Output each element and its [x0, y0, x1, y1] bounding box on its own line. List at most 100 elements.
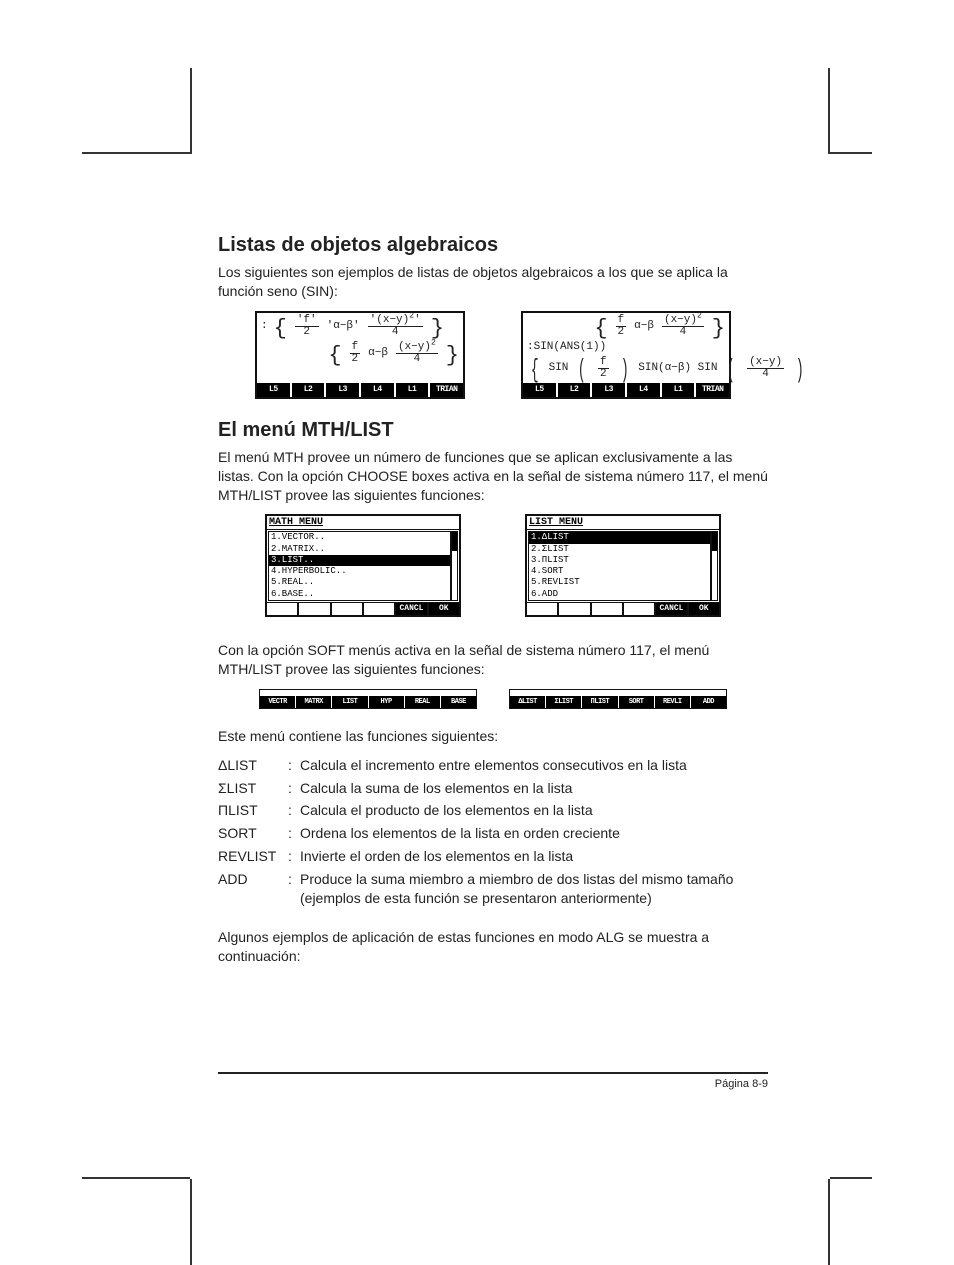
- func-term: ΣLIST: [218, 779, 288, 798]
- softkey-blank[interactable]: [559, 603, 591, 615]
- softkey-blank[interactable]: [527, 603, 559, 615]
- softkey[interactable]: HYP: [369, 696, 405, 708]
- func-term: ADD: [218, 870, 288, 908]
- crop-mark-top-right: [830, 152, 872, 154]
- menu-list-right: 1.ΔLIST 2.ΣLIST 3.ΠLIST 4.SORT 5.REVLIST…: [528, 531, 711, 601]
- softkey-cancel[interactable]: CANCL: [656, 603, 688, 615]
- menu-item[interactable]: 4.HYPERBOLIC..: [269, 566, 450, 577]
- scrollbar[interactable]: [451, 531, 458, 601]
- page-number: Página 8-9: [715, 1078, 768, 1090]
- frac-f-2: 'f' 2: [293, 315, 321, 338]
- right-brace: }: [431, 322, 444, 335]
- crop-mark-bottom-left: [82, 1177, 190, 1179]
- menu-item[interactable]: 4.SORT: [529, 566, 710, 577]
- alg-line-r2: :SIN(ANS(1)): [523, 340, 729, 355]
- alg-line-1: : { 'f' 2 'α−β' '(x−y)2' 4: [257, 313, 463, 340]
- softkey[interactable]: VECTR: [260, 696, 296, 708]
- softmenu-left: VECTR MATRX LIST HYP REAL BASE: [259, 689, 477, 709]
- menu-item[interactable]: 6.BASE..: [269, 589, 450, 600]
- softkey[interactable]: REAL: [405, 696, 441, 708]
- alg-screens-row: : { 'f' 2 'α−β' '(x−y)2' 4: [218, 311, 768, 399]
- softkey-blank[interactable]: [299, 603, 331, 615]
- softkey[interactable]: TRIAN: [696, 383, 729, 397]
- menu-item[interactable]: 3.ΠLIST: [529, 555, 710, 566]
- func-term: ΠLIST: [218, 801, 288, 820]
- scrollbar[interactable]: [711, 531, 718, 601]
- paragraph-intro: Los siguientes son ejemplos de listas de…: [218, 263, 768, 301]
- softmenu-row: VECTR MATRX LIST HYP REAL BASE ΔLIST ΣLI…: [218, 689, 768, 709]
- softkey-ok[interactable]: OK: [689, 603, 719, 615]
- softkey[interactable]: L3: [326, 383, 361, 397]
- func-desc: Produce la suma miembro a miembro de dos…: [300, 870, 768, 908]
- page: Listas de objetos algebraicos Los siguie…: [0, 0, 954, 1235]
- menu-item[interactable]: 1.VECTOR..: [269, 532, 450, 543]
- menu-title-left: MATH MENU: [267, 516, 459, 530]
- alg-line-r1: { f2 α−β (x−y)24 }: [523, 313, 729, 340]
- function-definition-list: ΔLIST:Calcula el incremento entre elemen…: [218, 756, 768, 908]
- softkey[interactable]: ΣLIST: [546, 696, 582, 708]
- menu-softkeys-left: CANCL OK: [267, 602, 459, 615]
- softkey-blank[interactable]: [364, 603, 396, 615]
- page-content: Listas de objetos algebraicos Los siguie…: [218, 234, 768, 976]
- softkey[interactable]: L5: [257, 383, 292, 397]
- prompt-colon: :: [261, 321, 268, 332]
- func-desc: Calcula el incremento entre elementos co…: [300, 756, 768, 775]
- menu-item-selected[interactable]: 3.LIST..: [269, 555, 450, 566]
- menu-title-right: LIST MENU: [527, 516, 719, 530]
- softkeys-left: L5 L2 L3 L4 L1 TRIAN: [257, 383, 463, 397]
- menu-screen-right: LIST MENU 1.ΔLIST 2.ΣLIST 3.ΠLIST 4.SORT…: [525, 514, 721, 617]
- paragraph-functions-intro: Este menú contiene las funciones siguien…: [218, 727, 768, 746]
- heading-listas: Listas de objetos algebraicos: [218, 234, 768, 257]
- menu-list-left: 1.VECTOR.. 2.MATRIX.. 3.LIST.. 4.HYPERBO…: [268, 531, 451, 601]
- calc-body-right: { f2 α−β (x−y)24 } :SIN(ANS(1)) { SIN ( …: [523, 313, 729, 383]
- softkey[interactable]: SORT: [619, 696, 655, 708]
- menu-item[interactable]: 5.REVLIST: [529, 577, 710, 588]
- softkey[interactable]: L4: [361, 383, 396, 397]
- alg-line-r3: { SIN ( f2 ) SIN(α−β) SIN ( (x−y)4 ): [523, 355, 729, 382]
- softkey[interactable]: L4: [627, 383, 662, 397]
- paragraph-examples-intro: Algunos ejemplos de aplicación de estas …: [218, 928, 768, 966]
- menu-item[interactable]: 6.ADD: [529, 589, 710, 600]
- alg-line-2: { f 2 α−β (x−y)2 4 }: [257, 340, 463, 367]
- softkey-blank[interactable]: [267, 603, 299, 615]
- menu-item[interactable]: 2.ΣLIST: [529, 544, 710, 555]
- crop-mark-top-left: [82, 152, 190, 154]
- softkey[interactable]: BASE: [441, 696, 476, 708]
- menu-screens-row: MATH MENU 1.VECTOR.. 2.MATRIX.. 3.LIST..…: [218, 514, 768, 617]
- scrollbar-thumb[interactable]: [452, 532, 457, 551]
- softkey[interactable]: L2: [292, 383, 327, 397]
- func-term: ΔLIST: [218, 756, 288, 775]
- menu-softkeys-right: CANCL OK: [527, 602, 719, 615]
- softmenu-keys: VECTR MATRX LIST HYP REAL BASE: [260, 696, 476, 708]
- softkey[interactable]: ΠLIST: [582, 696, 618, 708]
- softkey[interactable]: LIST: [332, 696, 368, 708]
- menu-item[interactable]: 2.MATRIX..: [269, 544, 450, 555]
- softkey[interactable]: L1: [662, 383, 697, 397]
- softkey-cancel[interactable]: CANCL: [396, 603, 428, 615]
- calc-screen-right: { f2 α−β (x−y)24 } :SIN(ANS(1)) { SIN ( …: [521, 311, 731, 399]
- softkey[interactable]: ADD: [691, 696, 726, 708]
- softkey[interactable]: TRIAN: [430, 383, 463, 397]
- scrollbar-thumb[interactable]: [712, 532, 717, 551]
- menu-item[interactable]: 5.REAL..: [269, 577, 450, 588]
- paragraph-mth-intro: El menú MTH provee un número de funcione…: [218, 448, 768, 505]
- softkey[interactable]: MATRX: [296, 696, 332, 708]
- softkey[interactable]: L5: [523, 383, 558, 397]
- softkey[interactable]: L1: [396, 383, 431, 397]
- func-desc: Calcula el producto de los elementos en …: [300, 801, 768, 820]
- softkey-blank[interactable]: [624, 603, 656, 615]
- calc-body-left: : { 'f' 2 'α−β' '(x−y)2' 4: [257, 313, 463, 383]
- softkey[interactable]: REVLI: [655, 696, 691, 708]
- heading-mthlist: El menú MTH/LIST: [218, 419, 768, 442]
- func-desc: Calcula la suma de los elementos en la l…: [300, 779, 768, 798]
- softkey-ok[interactable]: OK: [429, 603, 459, 615]
- paragraph-softmenu-intro: Con la opción SOFT menús activa en la se…: [218, 641, 768, 679]
- softkey[interactable]: ΔLIST: [510, 696, 546, 708]
- func-desc: Ordena los elementos de la lista en orde…: [300, 824, 768, 843]
- menu-screen-left: MATH MENU 1.VECTOR.. 2.MATRIX.. 3.LIST..…: [265, 514, 461, 617]
- softkey-blank[interactable]: [332, 603, 364, 615]
- crop-mark-bottom-right: [830, 1177, 872, 1179]
- menu-item-selected[interactable]: 1.ΔLIST: [529, 532, 710, 543]
- softkey-blank[interactable]: [592, 603, 624, 615]
- softkey[interactable]: L2: [558, 383, 593, 397]
